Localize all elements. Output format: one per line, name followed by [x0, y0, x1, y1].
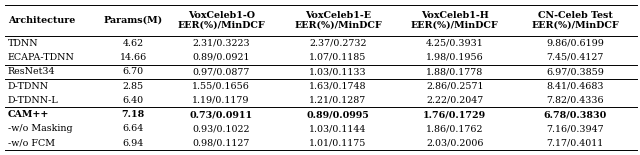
Text: 0.89/0.0995: 0.89/0.0995 [307, 110, 369, 119]
Text: 2.85: 2.85 [123, 82, 144, 91]
Text: 7.45/0.4127: 7.45/0.4127 [547, 53, 604, 62]
Text: CN-Celeb Test
EER(%)/MinDCF: CN-Celeb Test EER(%)/MinDCF [531, 11, 619, 30]
Text: 0.93/0.1022: 0.93/0.1022 [193, 124, 250, 133]
Text: 1.19/0.1179: 1.19/0.1179 [193, 96, 250, 105]
Text: ECAPA-TDNN: ECAPA-TDNN [8, 53, 74, 62]
Text: 4.25/0.3931: 4.25/0.3931 [426, 39, 484, 48]
Text: CAM++: CAM++ [8, 110, 49, 119]
Text: Params(M): Params(M) [104, 16, 163, 25]
Text: D-TDNN-L: D-TDNN-L [8, 96, 58, 105]
Text: 2.31/0.3223: 2.31/0.3223 [193, 39, 250, 48]
Text: 14.66: 14.66 [120, 53, 147, 62]
Text: 6.97/0.3859: 6.97/0.3859 [546, 67, 604, 76]
Text: D-TDNN: D-TDNN [8, 82, 49, 91]
Text: 8.41/0.4683: 8.41/0.4683 [547, 82, 604, 91]
Text: 7.17/0.4011: 7.17/0.4011 [547, 139, 604, 148]
Text: 2.22/0.2047: 2.22/0.2047 [426, 96, 483, 105]
Text: 2.03/0.2006: 2.03/0.2006 [426, 139, 484, 148]
Text: -w/o Masking: -w/o Masking [8, 124, 72, 133]
Text: 7.82/0.4336: 7.82/0.4336 [546, 96, 604, 105]
Text: 0.98/0.1127: 0.98/0.1127 [193, 139, 250, 148]
Text: VoxCeleb1-O
EER(%)/MinDCF: VoxCeleb1-O EER(%)/MinDCF [177, 11, 265, 30]
Text: 1.21/0.1287: 1.21/0.1287 [309, 96, 367, 105]
Text: VoxCeleb1-E
EER(%)/MinDCF: VoxCeleb1-E EER(%)/MinDCF [294, 11, 382, 30]
Text: 6.94: 6.94 [123, 139, 144, 148]
Text: 1.03/0.1133: 1.03/0.1133 [309, 67, 367, 76]
Text: 4.62: 4.62 [123, 39, 144, 48]
Text: 1.03/0.1144: 1.03/0.1144 [309, 124, 367, 133]
Text: 7.18: 7.18 [122, 110, 145, 119]
Text: 1.88/0.1778: 1.88/0.1778 [426, 67, 483, 76]
Text: 1.55/0.1656: 1.55/0.1656 [192, 82, 250, 91]
Text: 7.16/0.3947: 7.16/0.3947 [546, 124, 604, 133]
Text: 6.78/0.3830: 6.78/0.3830 [543, 110, 607, 119]
Text: 0.97/0.0877: 0.97/0.0877 [193, 67, 250, 76]
Text: -w/o FCM: -w/o FCM [8, 139, 54, 148]
Text: 1.01/0.1175: 1.01/0.1175 [309, 139, 367, 148]
Text: 1.07/0.1185: 1.07/0.1185 [309, 53, 367, 62]
Text: 1.98/0.1956: 1.98/0.1956 [426, 53, 484, 62]
Text: 2.37/0.2732: 2.37/0.2732 [309, 39, 367, 48]
Text: 0.89/0.0921: 0.89/0.0921 [193, 53, 250, 62]
Text: 6.64: 6.64 [123, 124, 144, 133]
Text: 1.76/0.1729: 1.76/0.1729 [423, 110, 486, 119]
Text: VoxCeleb1-H
EER(%)/MinDCF: VoxCeleb1-H EER(%)/MinDCF [411, 11, 499, 30]
Text: 1.86/0.1762: 1.86/0.1762 [426, 124, 484, 133]
Text: 2.86/0.2571: 2.86/0.2571 [426, 82, 484, 91]
Text: 0.73/0.0911: 0.73/0.0911 [189, 110, 253, 119]
Text: TDNN: TDNN [8, 39, 38, 48]
Text: Architecture: Architecture [8, 16, 75, 25]
Text: ResNet34: ResNet34 [8, 67, 55, 76]
Text: 6.70: 6.70 [123, 67, 144, 76]
Text: 6.40: 6.40 [123, 96, 144, 105]
Text: 9.86/0.6199: 9.86/0.6199 [546, 39, 604, 48]
Text: 1.63/0.1748: 1.63/0.1748 [309, 82, 367, 91]
